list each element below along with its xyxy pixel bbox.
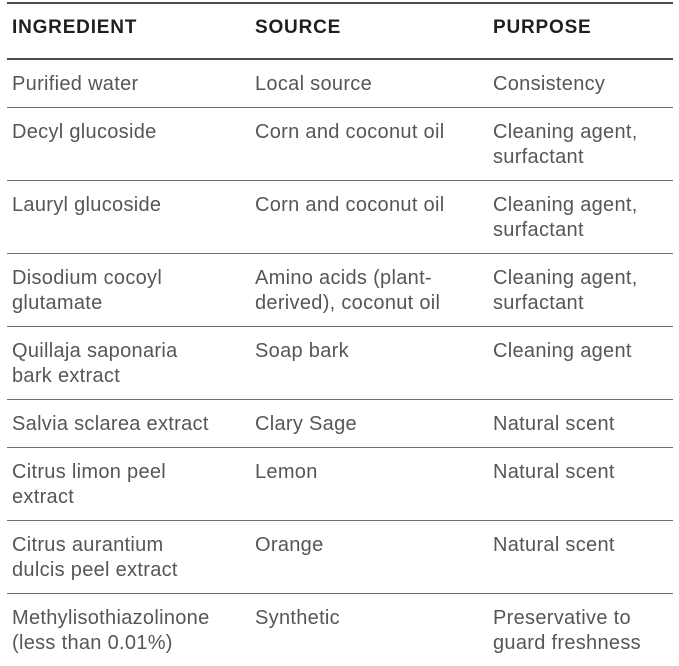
source-cell: Local source — [255, 59, 493, 108]
purpose-cell: Natural scent — [493, 521, 673, 594]
purpose-cell: Cleaning agent, surfactant — [493, 108, 673, 181]
ingredient-cell: Disodium cocoyl glutamate — [7, 254, 255, 327]
ingredient-cell: Citrus aurantium dulcis peel extract — [7, 521, 255, 594]
table-header: INGREDIENT SOURCE PURPOSE — [7, 3, 673, 59]
purpose-cell: Natural scent — [493, 400, 673, 448]
ingredient-cell: Lauryl glucoside — [7, 181, 255, 254]
header-row: INGREDIENT SOURCE PURPOSE — [7, 3, 673, 59]
purpose-cell: Cleaning agent — [493, 327, 673, 400]
column-header-source: SOURCE — [255, 3, 493, 59]
purpose-cell: Natural scent — [493, 448, 673, 521]
purpose-cell: Cleaning agent, surfactant — [493, 181, 673, 254]
column-header-ingredient: INGREDIENT — [7, 3, 255, 59]
purpose-cell: Consistency — [493, 59, 673, 108]
ingredient-cell: Decyl glucoside — [7, 108, 255, 181]
purpose-cell: Cleaning agent, surfactant — [493, 254, 673, 327]
source-cell: Soap bark — [255, 327, 493, 400]
source-cell: Orange — [255, 521, 493, 594]
ingredient-cell: Methylisothiazolinone (less than 0.01%) — [7, 594, 255, 666]
table-row: Methylisothiazolinone (less than 0.01%)S… — [7, 594, 673, 666]
purpose-cell: Preservative to guard freshness — [493, 594, 673, 666]
ingredient-cell: Salvia sclarea extract — [7, 400, 255, 448]
source-cell: Corn and coconut oil — [255, 181, 493, 254]
source-cell: Lemon — [255, 448, 493, 521]
ingredients-table: INGREDIENT SOURCE PURPOSE Purified water… — [7, 2, 673, 666]
source-cell: Corn and coconut oil — [255, 108, 493, 181]
column-header-purpose: PURPOSE — [493, 3, 673, 59]
ingredient-cell: Purified water — [7, 59, 255, 108]
source-cell: Amino acids (plant- derived), coconut oi… — [255, 254, 493, 327]
source-cell: Synthetic — [255, 594, 493, 666]
source-cell: Clary Sage — [255, 400, 493, 448]
ingredient-cell: Quillaja saponaria bark extract — [7, 327, 255, 400]
ingredient-cell: Citrus limon peel extract — [7, 448, 255, 521]
